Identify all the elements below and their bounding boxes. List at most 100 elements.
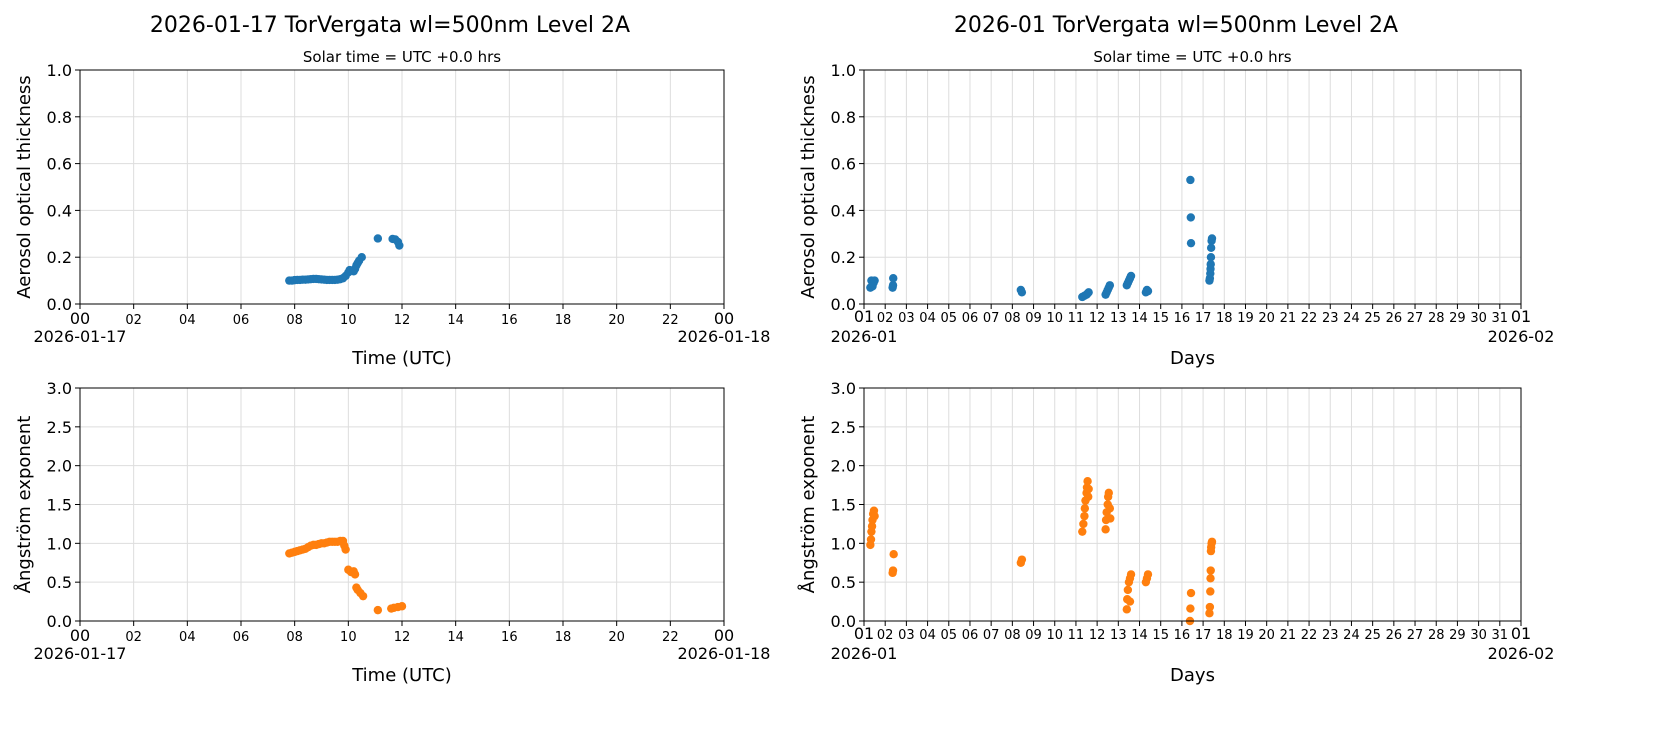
x-tick-label: 08 xyxy=(286,313,303,328)
y-axis-label: Ångström exponent xyxy=(13,416,35,594)
x-tick-label: 03 xyxy=(898,628,915,643)
x-date-label: 2026-01-17 xyxy=(34,644,127,663)
data-point xyxy=(1206,587,1215,596)
x-tick-label: 22 xyxy=(1301,628,1318,643)
x-tick-label: 06 xyxy=(962,311,979,326)
x-tick-label: 00 xyxy=(714,626,734,645)
data-point xyxy=(373,605,383,615)
data-point xyxy=(1104,488,1113,498)
x-axis-label: Time (UTC) xyxy=(351,348,452,369)
x-tick-label: 20 xyxy=(1258,311,1275,326)
y-tick-label: 0.6 xyxy=(831,155,856,174)
x-tick-label: 15 xyxy=(1152,628,1169,643)
x-tick-label: 23 xyxy=(1322,311,1339,326)
x-tick-label: 22 xyxy=(662,630,679,645)
data-point xyxy=(358,591,368,601)
y-tick-label: 1.5 xyxy=(47,496,72,515)
data-point xyxy=(1205,609,1214,618)
data-point xyxy=(870,511,879,521)
data-point xyxy=(1205,602,1215,612)
y-tick-label: 0.2 xyxy=(831,248,856,267)
x-tick-label: 29 xyxy=(1449,628,1466,643)
x-tick-label: 07 xyxy=(983,311,1000,326)
data-point xyxy=(866,535,876,544)
data-point xyxy=(350,570,360,579)
y-tick-label: 3.0 xyxy=(47,379,72,398)
y-axis-label: Aerosol optical thickness xyxy=(798,75,819,298)
x-tick-label: 01 xyxy=(1511,307,1531,326)
x-tick-label: 02 xyxy=(125,630,142,645)
x-tick-label: 21 xyxy=(1280,311,1297,326)
x-tick-label: 00 xyxy=(70,309,90,328)
x-tick-label: 02 xyxy=(877,311,894,326)
y-axis-label: Ångström exponent xyxy=(797,416,819,594)
x-tick-label: 25 xyxy=(1364,311,1381,326)
x-tick-label: 08 xyxy=(1004,628,1021,643)
data-point xyxy=(1083,477,1092,486)
x-tick-label: 14 xyxy=(1131,311,1148,326)
y-tick-label: 0.5 xyxy=(47,573,72,592)
x-tick-label: 18 xyxy=(1216,311,1233,326)
y-tick-label: 0.2 xyxy=(47,248,72,267)
y-tick-label: 0.5 xyxy=(831,573,856,592)
data-point xyxy=(1078,527,1087,536)
x-tick-label: 18 xyxy=(555,630,572,645)
left-title: 2026-01-17 TorVergata wl=500nm Level 2A xyxy=(150,13,630,38)
data-point xyxy=(373,234,383,243)
x-tick-label: 06 xyxy=(962,628,979,643)
data-point xyxy=(1017,555,1027,564)
x-tick-label: 12 xyxy=(394,313,411,328)
y-tick-label: 2.5 xyxy=(831,418,856,437)
x-tick-label: 26 xyxy=(1386,311,1403,326)
data-point xyxy=(1080,504,1090,513)
data-point xyxy=(1122,605,1132,614)
axes-frame xyxy=(79,387,725,622)
axes-frame xyxy=(79,69,725,305)
y-tick-label: 1.5 xyxy=(831,496,856,515)
x-tick-label: 13 xyxy=(1110,311,1127,326)
data-point xyxy=(888,566,898,575)
x-tick-label: 05 xyxy=(941,311,958,326)
x-tick-label: 08 xyxy=(286,630,303,645)
data-point xyxy=(1206,566,1215,575)
data-point xyxy=(1206,574,1215,583)
y-tick-label: 2.0 xyxy=(831,457,856,476)
y-axis-label: Aerosol optical thickness xyxy=(14,75,35,298)
subplot-1: 01 02 03 04 05 06 07 08 09 10 11 12 13 14 15 16 17 18 19 20… xyxy=(798,48,1554,369)
x-tick-label: 17 xyxy=(1195,311,1212,326)
x-tick-label: 25 xyxy=(1364,628,1381,643)
x-tick-label: 00 xyxy=(714,309,734,328)
x-tick-label: 17 xyxy=(1195,628,1212,643)
x-tick-label: 04 xyxy=(179,313,196,328)
axes-frame xyxy=(863,69,1522,305)
x-tick-label: 01 xyxy=(1511,624,1531,643)
x-tick-label: 01 xyxy=(854,307,874,326)
x-tick-label: 10 xyxy=(340,630,357,645)
data-point xyxy=(1207,537,1217,546)
y-tick-label: 0.0 xyxy=(831,295,856,314)
data-point xyxy=(868,282,877,291)
x-tick-label: 15 xyxy=(1152,311,1169,326)
y-tick-label: 0.8 xyxy=(47,108,72,127)
y-tick-label: 0.6 xyxy=(47,155,72,174)
x-tick-label: 06 xyxy=(233,313,250,328)
x-tick-label: 04 xyxy=(179,630,196,645)
x-tick-label: 05 xyxy=(941,628,958,643)
data-point xyxy=(1105,281,1115,290)
y-tick-label: 0.4 xyxy=(47,201,72,220)
x-tick-label: 14 xyxy=(1131,628,1148,643)
x-tick-label: 11 xyxy=(1068,628,1085,643)
data-point xyxy=(1186,588,1196,598)
x-tick-label: 20 xyxy=(608,630,625,645)
data-point xyxy=(888,281,898,290)
x-tick-label: 16 xyxy=(501,313,518,328)
x-tick-label: 16 xyxy=(1174,628,1191,643)
x-tick-label: 10 xyxy=(340,313,357,328)
data-point xyxy=(1186,604,1195,613)
x-tick-label: 02 xyxy=(877,628,894,643)
x-tick-label: 19 xyxy=(1237,628,1254,643)
x-tick-label: 16 xyxy=(1174,311,1191,326)
data-point xyxy=(1123,585,1133,595)
y-tick-label: 0.0 xyxy=(47,295,72,314)
